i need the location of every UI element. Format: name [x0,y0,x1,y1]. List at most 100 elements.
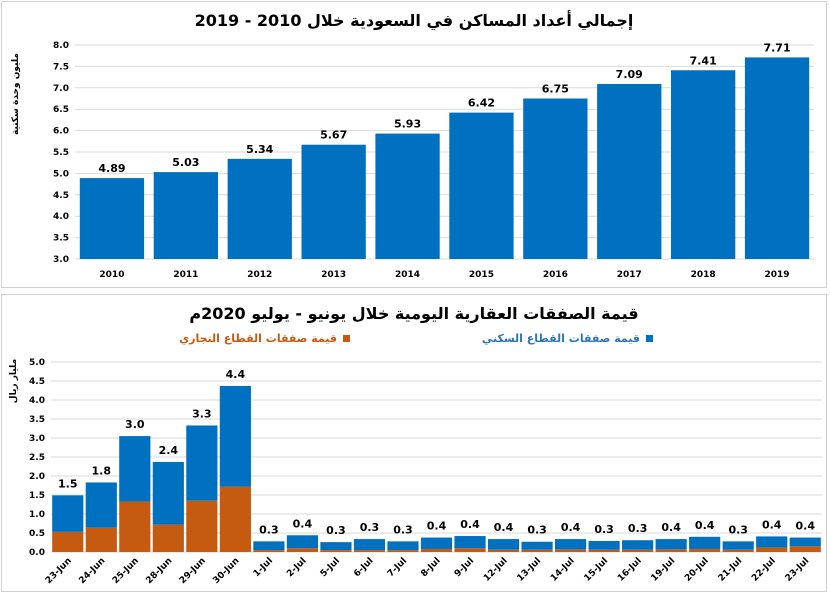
data-label-total: 0.3 [628,522,648,535]
bar-residential-15-Jul [588,540,620,550]
data-label: 5.67 [320,129,347,142]
bar-commercial-8-Jul [420,548,453,552]
y-tick-label: 1.0 [29,510,45,520]
bar-residential-7-Jul [387,541,419,551]
x-tick-label: 2015 [469,270,494,280]
bar-commercial-29-Jun [186,500,218,552]
data-label: 5.34 [246,143,273,156]
data-label: 7.09 [616,68,643,81]
y-tick-label: 4.5 [53,191,69,201]
x-tick-label: 24-Jun [77,556,107,586]
bar-commercial-5-Jul [320,550,352,552]
data-label-total: 0.3 [594,523,614,536]
bar-commercial-6-Jul [353,550,386,552]
y-tick-label: 8.0 [53,41,69,51]
bar-commercial-15-Jul [588,549,620,552]
x-tick-label: 14-Jul [549,556,577,584]
x-tick-label: 28-Jun [144,556,174,586]
data-label-total: 0.3 [360,521,380,534]
y-tick-label: 5.0 [29,358,45,368]
data-label-total: 1.8 [92,464,112,477]
legend-swatch-residential [646,335,653,342]
y-tick-label: 5.0 [53,169,69,179]
data-label: 5.93 [394,118,421,131]
bar-commercial-9-Jul [454,548,486,552]
y-tick-label: 0.5 [29,529,45,539]
bar-2016 [523,98,588,259]
data-label-total: 0.4 [795,520,815,533]
bar-residential-8-Jul [420,537,453,549]
bar-2018 [671,70,736,259]
bar-2011 [153,172,218,259]
bar-commercial-12-Jul [487,549,520,552]
daily-deals-chart-panel: قيمة الصفقات العقارية اليومية خلال يونيو… [1,294,827,592]
bar-commercial-16-Jul [622,549,654,552]
data-label-total: 0.3 [728,523,748,536]
x-tick-label: 21-Jul [717,556,745,584]
bar-residential-25-Jun [119,436,151,502]
bar-residential-2-Jul [286,535,319,549]
x-tick-label: 7-Jul [386,556,409,579]
y-tick-label: 7.5 [53,62,69,72]
chart-title: إجمالي أعداد المساكن في السعودية خلال 20… [195,10,634,31]
data-label-total: 0.3 [527,524,547,537]
data-label-total: 1.5 [58,477,78,490]
y-tick-label: 6.5 [53,105,69,115]
bar-residential-19-Jul [655,539,687,550]
x-tick-label: 2014 [395,270,420,280]
bar-residential-6-Jul [353,539,386,551]
data-label-total: 0.3 [326,524,346,537]
bar-2019 [744,57,810,259]
x-tick-label: 8-Jul [419,556,442,579]
x-tick-label: 23-Jul [784,556,812,584]
bar-residential-14-Jul [554,539,587,550]
data-label-total: 0.4 [661,521,681,534]
data-label: 7.41 [690,54,717,67]
legend-swatch-commercial [343,335,350,342]
data-label: 5.03 [172,156,199,169]
bar-commercial-22-Jul [756,547,788,552]
housing-units-chart-panel: إجمالي أعداد المساكن في السعودية خلال 20… [1,1,827,288]
x-tick-label: 1-Jul [252,556,275,579]
bar-residential-22-Jul [756,536,788,548]
bar-residential-21-Jul [722,541,754,550]
y-tick-label: 2.0 [29,472,45,482]
chart-title: قيمة الصفقات العقارية اليومية خلال يونيو… [189,304,638,323]
x-tick-label: 2019 [765,270,790,280]
x-tick-label: 13-Jul [516,556,544,584]
bar-2017 [597,83,662,259]
x-tick-label: 29-Jun [178,556,208,586]
bar-2012 [227,158,292,259]
bar-commercial-28-Jun [152,524,184,552]
bar-commercial-21-Jul [722,549,754,552]
bar-residential-30-Jun [219,385,251,487]
data-label: 6.42 [468,97,495,110]
bar-commercial-19-Jul [655,549,687,552]
x-tick-label: 25-Jun [111,556,141,586]
y-axis-label: مليار ريال [9,359,19,403]
x-tick-label: 16-Jul [616,556,644,584]
data-label-total: 0.4 [293,517,313,530]
y-tick-label: 5.5 [53,148,69,158]
bar-2015 [449,112,514,260]
y-tick-label: 3.0 [53,255,69,265]
y-tick-label: 3.0 [29,434,45,444]
data-label-total: 2.4 [159,444,179,457]
bar-residential-20-Jul [689,536,721,549]
data-label-total: 0.4 [494,521,514,534]
x-tick-label: 2011 [173,270,198,280]
data-label-total: 0.4 [561,521,581,534]
x-tick-label: 2018 [691,270,716,280]
bar-2013 [301,144,366,259]
x-tick-label: 23-Jun [44,556,74,586]
y-tick-label: 0.0 [29,548,45,558]
x-tick-label: 20-Jul [683,556,711,584]
bar-residential-29-Jun [186,425,218,501]
y-tick-label: 3.5 [29,415,45,425]
bar-commercial-30-Jun [219,486,251,552]
bar-commercial-14-Jul [554,549,587,552]
x-tick-label: 6-Jul [352,556,375,579]
data-label-total: 3.0 [125,418,145,431]
data-label-total: 3.3 [192,407,212,420]
data-label-total: 0.3 [259,523,279,536]
